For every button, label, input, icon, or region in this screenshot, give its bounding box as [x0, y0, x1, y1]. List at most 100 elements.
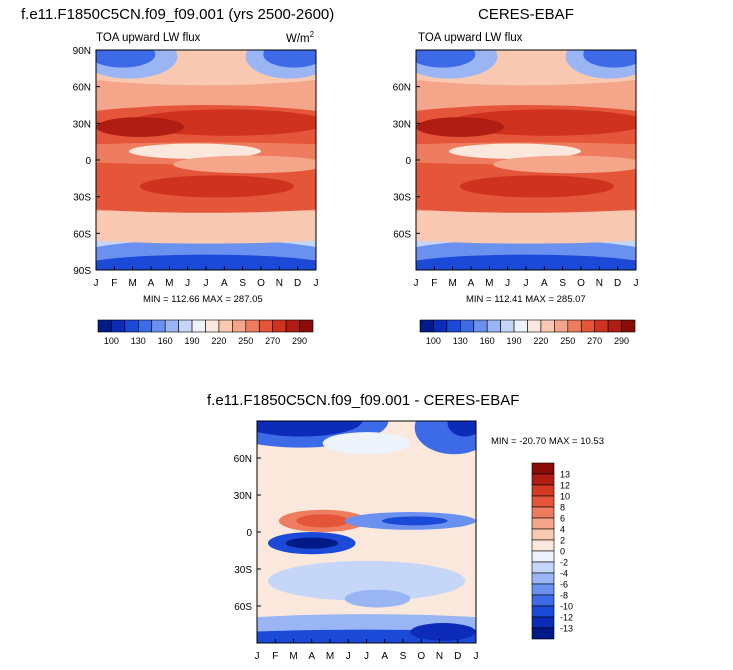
- contour-band: [460, 175, 614, 198]
- colorbar-swatch: [531, 605, 555, 618]
- colorbar-label: 290: [614, 336, 629, 346]
- colorbar-label: 190: [185, 336, 200, 346]
- x-tick-label: J: [474, 651, 479, 662]
- y-tick-label: 60S: [393, 229, 411, 240]
- contour-band: [344, 589, 411, 608]
- colorbar-label: 220: [533, 336, 548, 346]
- x-tick-label: N: [436, 651, 443, 662]
- colorbar-swatch: [531, 495, 555, 508]
- colorbar-label: 13: [560, 470, 570, 480]
- x-tick-label: D: [614, 278, 621, 289]
- y-tick-label: 30N: [73, 119, 91, 130]
- x-tick-label: J: [634, 278, 639, 289]
- colorbar-swatch: [531, 506, 555, 519]
- x-tick-label: A: [148, 278, 155, 289]
- x-tick-label: A: [308, 651, 315, 662]
- colorbar-label: 8: [560, 503, 565, 513]
- obs-variable-label: TOA upward LW flux: [418, 32, 523, 44]
- colorbar-swatch: [531, 473, 555, 486]
- contour-band: [322, 432, 411, 455]
- model-colorbar: 100 130 160 190 220 250 270 290: [97, 319, 314, 346]
- y-tick-label: 30N: [234, 491, 252, 502]
- colorbar-swatch: [531, 594, 555, 607]
- colorbar-swatch: [151, 319, 166, 333]
- colorbar-swatch: [272, 319, 287, 333]
- units-base: W/m: [286, 32, 310, 45]
- contour-band: [257, 421, 363, 437]
- y-tick-label: 90N: [73, 46, 91, 57]
- y-tick-label: 60N: [234, 454, 252, 465]
- x-tick-label: O: [417, 651, 425, 662]
- x-tick-label: M: [289, 651, 297, 662]
- x-tick-label: F: [111, 278, 117, 289]
- x-tick-label: M: [485, 278, 493, 289]
- colorbar-swatch: [178, 319, 193, 333]
- colorbar-swatch: [473, 319, 488, 333]
- x-tick-label: J: [505, 278, 510, 289]
- x-tick-label: J: [414, 278, 419, 289]
- contour-band: [449, 143, 581, 159]
- x-tick-label: A: [381, 651, 388, 662]
- x-tick-label: A: [541, 278, 548, 289]
- x-tick-label: J: [364, 651, 369, 662]
- contour-band: [173, 155, 316, 174]
- colorbar-swatch: [191, 319, 206, 333]
- colorbars-layer: 100 130 160 190 220 250 270 290 100 130 160 190 220 2…: [97, 319, 636, 640]
- contour-band: [416, 50, 476, 68]
- colorbar-label: 100: [104, 336, 119, 346]
- colorbar-swatch: [567, 319, 582, 333]
- contour-band: [285, 537, 339, 549]
- contour-band: [416, 50, 636, 86]
- colorbar-label: 0: [560, 547, 565, 557]
- y-tick-label: 60N: [393, 83, 411, 94]
- colorbar-label: 10: [560, 492, 570, 502]
- colorbar-label: 160: [480, 336, 495, 346]
- x-tick-label: J: [314, 278, 319, 289]
- x-tick-label: M: [448, 278, 456, 289]
- colorbar-swatch: [531, 572, 555, 585]
- x-tick-label: M: [326, 651, 334, 662]
- y-tick-label: 0: [85, 156, 91, 167]
- x-tick-label: J: [94, 278, 99, 289]
- field-bands: [416, 50, 636, 270]
- colorbar-label: -8: [560, 591, 568, 601]
- colorbar-swatch: [460, 319, 475, 333]
- contour-band: [416, 117, 504, 137]
- contour-band: [416, 208, 636, 244]
- y-tick-label: 30S: [73, 193, 91, 204]
- colorbar-swatch: [433, 319, 448, 333]
- colorbar-swatch: [486, 319, 501, 333]
- contour-band: [296, 514, 349, 528]
- x-tick-label: N: [276, 278, 283, 289]
- x-tick-label: J: [346, 651, 351, 662]
- colorbar-swatch: [164, 319, 179, 333]
- contour-band: [410, 623, 476, 641]
- colorbar-swatch: [500, 319, 515, 333]
- colorbar-label: -2: [560, 558, 568, 568]
- y-tick-label: 90S: [73, 266, 91, 277]
- y-tick-label: 60S: [73, 229, 91, 240]
- diff-plot-title: f.e11.F1850C5CN.f09_f09.001 - CERES-EBAF: [207, 392, 520, 409]
- colorbar-swatch: [531, 583, 555, 596]
- units-exponent: 2: [309, 30, 315, 39]
- x-tick-label: N: [596, 278, 603, 289]
- colorbar-label: -4: [560, 569, 568, 579]
- model-units-label: W/m2: [286, 30, 314, 45]
- colorbar-label: 130: [453, 336, 468, 346]
- colorbar-swatch: [540, 319, 555, 333]
- colorbar-swatch: [527, 319, 542, 333]
- y-tick-label: 30N: [393, 119, 411, 130]
- colorbar-label: -12: [560, 613, 573, 623]
- contour-band: [267, 560, 466, 601]
- contour-band: [96, 117, 184, 137]
- colorbar-swatch: [531, 528, 555, 541]
- colorbar-swatch: [245, 319, 260, 333]
- colorbar-label: 6: [560, 514, 565, 524]
- x-tick-label: M: [165, 278, 173, 289]
- colorbar-swatch: [580, 319, 595, 333]
- obs-colorbar: 100 130 160 190 220 250 270 290: [419, 319, 636, 346]
- obs-minmax-stats: MIN = 112.41 MAX = 285.07: [466, 294, 586, 305]
